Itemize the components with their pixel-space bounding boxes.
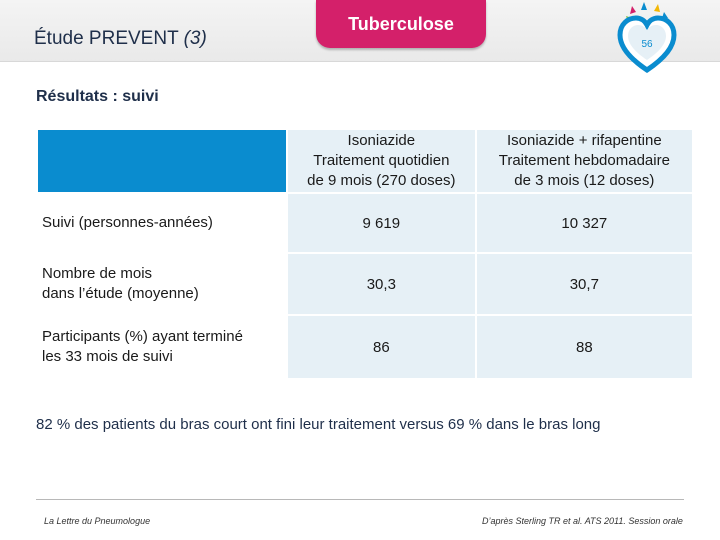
row-label-mois: Nombre de mois dans l’étude (moyenne) (38, 254, 286, 314)
topic-tab: Tuberculose (316, 0, 486, 48)
table-cell: 10 327 (476, 194, 692, 252)
conclusion-text: 82 % des patients du bras court ont fini… (36, 416, 601, 433)
footer-journal: La Lettre du Pneumologue (44, 516, 151, 526)
table-row: Suivi (personnes-années) 9 619 10 327 (38, 194, 692, 252)
row-label-participants: Participants (%) ayant terminé les 33 mo… (38, 316, 286, 378)
study-title-suffix: (3) (183, 28, 207, 49)
column-header-isoniazide: Isoniazide Traitement quotidien de 9 moi… (288, 130, 475, 192)
column-header-isoniazide-rifapentine: Isoniazide + rifapentine Traitement hebd… (476, 130, 692, 192)
page-number: 56 (641, 39, 653, 50)
header-divider (0, 61, 720, 62)
footer-divider (36, 499, 684, 500)
heart-logo-icon: 56 (617, 2, 677, 74)
table-cell: 86 (288, 316, 475, 378)
table-header-row: Isoniazide Traitement quotidien de 9 moi… (38, 130, 692, 192)
table-cell: 88 (476, 316, 692, 378)
table-cell: 30,7 (476, 254, 692, 314)
study-title: Étude PREVENT (3) (34, 28, 207, 49)
results-table: Isoniazide Traitement quotidien de 9 moi… (36, 128, 694, 380)
table-cell: 9 619 (288, 194, 475, 252)
table-cell: 30,3 (288, 254, 475, 314)
header-empty-cell (38, 130, 286, 192)
footer-source: D’après Sterling TR et al. ATS 2011. Ses… (482, 516, 683, 526)
table-row: Participants (%) ayant terminé les 33 mo… (38, 316, 692, 378)
table-row: Nombre de mois dans l’étude (moyenne) 30… (38, 254, 692, 314)
row-label-suivi: Suivi (personnes-années) (38, 194, 286, 252)
section-title: Résultats : suivi (36, 88, 159, 105)
